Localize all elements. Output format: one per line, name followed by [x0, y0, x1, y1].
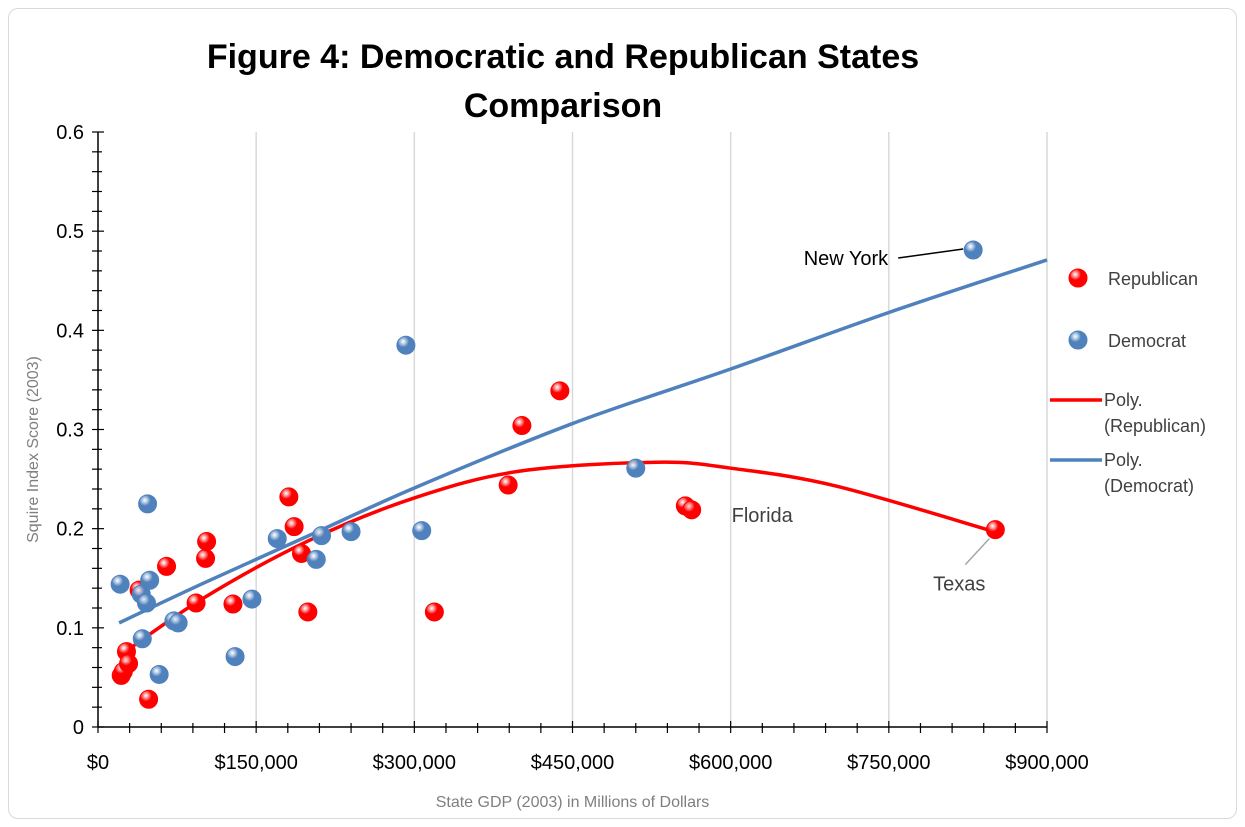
annotation-leader — [898, 248, 964, 259]
point-democrat — [149, 664, 169, 684]
point-democrat — [132, 629, 152, 649]
grid-layer — [255, 132, 1048, 727]
point-republican — [197, 532, 217, 552]
point-republican — [424, 602, 444, 622]
y-tick-label: 0.6 — [56, 122, 84, 144]
trendline-0 — [120, 460, 995, 657]
point-democrat — [396, 335, 416, 355]
point-democrat — [412, 521, 432, 541]
point-democrat — [306, 549, 326, 569]
axis-layer: 0 0.1 0.2 0.3 0.4 0.5 0.6 $0 $150,000 $300,000 $45… — [25, 122, 1089, 811]
point-republican — [298, 602, 318, 622]
point-democrat — [137, 593, 157, 613]
title-line: Comparison — [464, 87, 662, 125]
point-democrat — [267, 529, 287, 549]
point-democrat — [312, 526, 332, 546]
point-republican — [139, 689, 159, 709]
point-democrat — [140, 570, 160, 590]
legend-label: Poly. — [1104, 450, 1143, 470]
chart-title: Figure 4: Democratic and Republican Stat… — [207, 38, 919, 125]
point-republican — [985, 520, 1005, 540]
y-tick-label: 0.5 — [56, 221, 84, 243]
legend-label: Republican — [1108, 269, 1198, 289]
legend: Republican Democrat Poly. (Republican) Poly.… — [1050, 268, 1206, 496]
point-republican — [550, 381, 570, 401]
point-republican — [682, 500, 702, 520]
point-republican — [196, 548, 216, 568]
point-republican — [279, 487, 299, 507]
legend-marker-democrat — [1068, 330, 1088, 350]
x-tick-label: $600,000 — [689, 752, 772, 774]
point-republican — [186, 593, 206, 613]
legend-marker-republican — [1068, 268, 1088, 288]
point-republican — [119, 654, 139, 674]
x-tick-label: $150,000 — [214, 752, 297, 774]
x-tick-label: $300,000 — [373, 752, 456, 774]
x-axis-title: State GDP (2003) in Millions of Dollars — [436, 794, 710, 811]
point-democrat — [225, 647, 245, 667]
y-tick-label: 0.1 — [56, 618, 84, 640]
annotation-label: Florida — [732, 505, 794, 527]
point-republican — [157, 556, 177, 576]
point-republican — [284, 517, 304, 537]
point-democrat — [168, 613, 188, 633]
trendline-layer — [118, 258, 1048, 657]
chart-frame — [8, 8, 1237, 819]
legend-label: (Republican) — [1104, 416, 1206, 436]
trendline-1 — [118, 258, 1048, 625]
x-tick-label: $0 — [87, 752, 109, 774]
point-layer — [110, 240, 1005, 709]
point-republican — [498, 475, 518, 495]
legend-label: Poly. — [1104, 390, 1143, 410]
annotation-label: Texas — [933, 574, 985, 596]
point-republican — [223, 594, 243, 614]
y-tick-label: 0.2 — [56, 519, 84, 541]
point-republican — [512, 416, 532, 436]
legend-label: Democrat — [1108, 331, 1186, 351]
annotation-layer: New York Florida Texas — [732, 248, 990, 596]
annotation-label: New York — [804, 248, 889, 270]
point-democrat — [138, 494, 158, 514]
point-democrat — [242, 589, 262, 609]
annotation-leader — [964, 538, 990, 566]
x-tick-label: $450,000 — [531, 752, 614, 774]
x-tick-label: $750,000 — [847, 752, 930, 774]
x-tick-label: $900,000 — [1005, 752, 1088, 774]
legend-label: (Democrat) — [1104, 476, 1194, 496]
point-democrat — [626, 458, 646, 478]
y-tick-label: 0 — [73, 717, 84, 739]
y-tick-label: 0.3 — [56, 420, 84, 442]
point-democrat — [110, 574, 130, 594]
y-tick-label: 0.4 — [56, 320, 84, 342]
y-axis-title: Squire Index Score (2003) — [25, 356, 42, 543]
title-line: Figure 4: Democratic and Republican Stat… — [207, 38, 919, 76]
point-democrat — [963, 240, 983, 260]
point-democrat — [341, 522, 361, 542]
